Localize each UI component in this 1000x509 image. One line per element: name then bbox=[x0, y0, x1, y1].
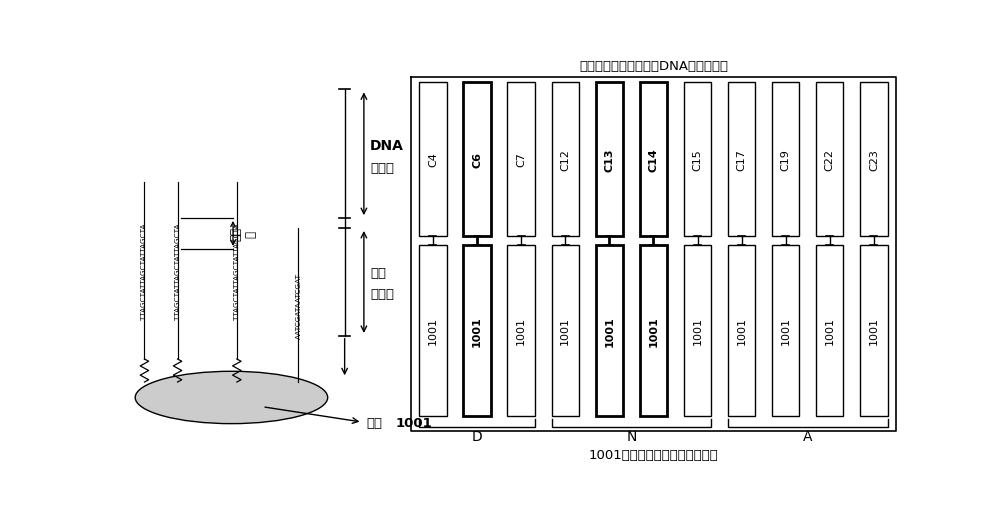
Text: 地址
码: 地址 码 bbox=[229, 227, 257, 241]
Bar bbox=[596, 245, 623, 416]
Text: 1001: 1001 bbox=[428, 317, 438, 345]
Bar bbox=[728, 245, 755, 416]
Text: 1001: 1001 bbox=[693, 317, 703, 345]
Text: 1001: 1001 bbox=[737, 317, 747, 345]
Text: 地址: 地址 bbox=[366, 416, 382, 429]
Bar bbox=[772, 82, 799, 236]
Text: C12: C12 bbox=[560, 149, 570, 171]
Bar bbox=[640, 245, 667, 416]
Text: TTAGCTATTAGCTATTAGCTA: TTAGCTATTAGCTATTAGCTA bbox=[141, 223, 147, 319]
Bar bbox=[816, 82, 843, 236]
Text: 1001: 1001 bbox=[604, 316, 614, 346]
Text: C17: C17 bbox=[737, 149, 747, 171]
Text: TTAGCTATTAGCTATTAGCTA: TTAGCTATTAGCTATTAGCTA bbox=[175, 223, 181, 319]
Text: 1001: 1001 bbox=[825, 317, 835, 345]
Text: 1001: 1001 bbox=[395, 416, 432, 429]
Text: 地址: 地址 bbox=[370, 267, 386, 279]
Text: C14: C14 bbox=[648, 148, 658, 172]
Bar bbox=[640, 82, 667, 236]
Bar bbox=[507, 245, 535, 416]
Bar bbox=[684, 82, 711, 236]
Text: DNA: DNA bbox=[370, 138, 404, 152]
Ellipse shape bbox=[135, 372, 328, 424]
Bar bbox=[419, 245, 447, 416]
Text: C6: C6 bbox=[472, 152, 482, 167]
Text: 1001数据存储微池的编码链组合: 1001数据存储微池的编码链组合 bbox=[589, 448, 718, 461]
Bar bbox=[728, 82, 755, 236]
Text: 1001: 1001 bbox=[516, 317, 526, 345]
Bar bbox=[860, 245, 888, 416]
Bar bbox=[816, 245, 843, 416]
Bar bbox=[684, 245, 711, 416]
Text: 1001: 1001 bbox=[869, 317, 879, 345]
Text: A: A bbox=[803, 429, 813, 443]
Text: C13: C13 bbox=[604, 148, 614, 171]
Text: C15: C15 bbox=[693, 149, 703, 171]
Text: 1001: 1001 bbox=[472, 316, 482, 346]
Bar bbox=[772, 245, 799, 416]
Text: 1001: 1001 bbox=[781, 317, 791, 345]
Bar bbox=[507, 82, 535, 236]
Bar bbox=[552, 82, 579, 236]
Text: C22: C22 bbox=[825, 149, 835, 171]
Text: C7: C7 bbox=[516, 152, 526, 167]
Text: 编码链: 编码链 bbox=[370, 162, 394, 175]
Text: N: N bbox=[626, 429, 637, 443]
Text: D: D bbox=[472, 429, 482, 443]
Text: AATCGATAATCGAT: AATCGATAATCGAT bbox=[295, 272, 301, 338]
Text: C23: C23 bbox=[869, 149, 879, 171]
Text: 适配器: 适配器 bbox=[370, 288, 394, 300]
Text: TTAGCTATTAGCTATTAGCTA: TTAGCTATTAGCTATTAGCTA bbox=[234, 223, 240, 319]
Text: C19: C19 bbox=[781, 149, 791, 171]
Bar bbox=[552, 245, 579, 416]
Text: C4: C4 bbox=[428, 152, 438, 167]
Text: 连接地址适配器的不同DNA编码链组合: 连接地址适配器的不同DNA编码链组合 bbox=[579, 60, 728, 73]
Bar bbox=[419, 82, 447, 236]
Text: 1001: 1001 bbox=[560, 317, 570, 345]
Bar bbox=[860, 82, 888, 236]
Text: 1001: 1001 bbox=[648, 316, 658, 346]
Bar bbox=[463, 245, 491, 416]
Bar bbox=[463, 82, 491, 236]
Bar bbox=[596, 82, 623, 236]
